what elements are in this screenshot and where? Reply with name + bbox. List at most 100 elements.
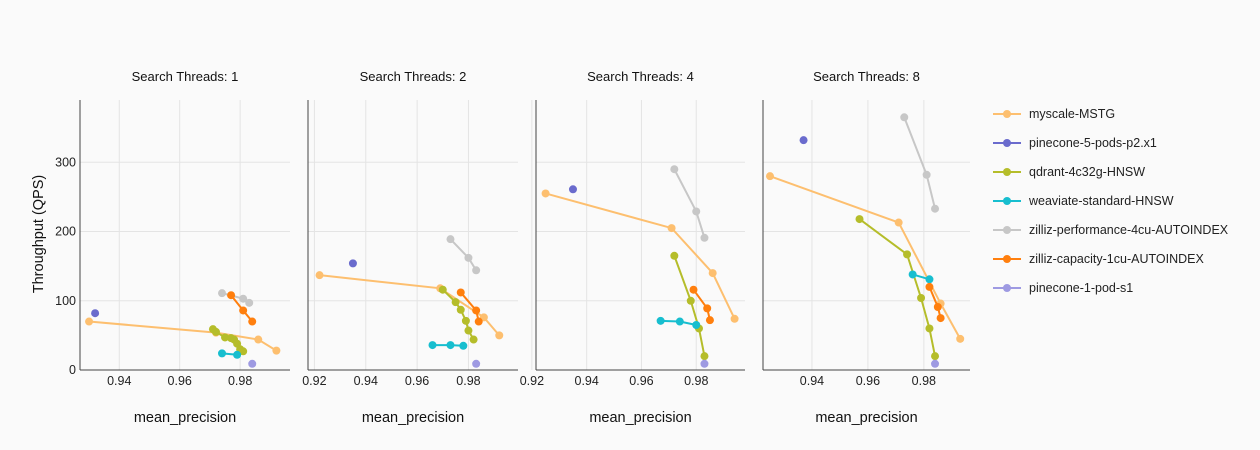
legend: myscale-MSTG pinecone-5-pods-p2.x1 qdrant-…: [993, 107, 1229, 295]
data-point[interactable]: [700, 359, 709, 368]
series-pinecone-5-pods-p2.x1: [799, 136, 808, 145]
data-point[interactable]: [705, 316, 714, 325]
data-point[interactable]: [221, 333, 230, 342]
series-pinecone-1-pod-s1: [248, 359, 257, 368]
series-pinecone-5-pods-p2.x1: [348, 259, 357, 268]
data-point[interactable]: [85, 317, 94, 326]
data-point[interactable]: [428, 341, 437, 350]
legend-item[interactable]: zilliz-performance-4cu-AUTOINDEX: [993, 223, 1229, 237]
data-point[interactable]: [272, 346, 281, 355]
data-point[interactable]: [464, 326, 473, 335]
data-point[interactable]: [703, 304, 712, 313]
legend-item[interactable]: pinecone-1-pod-s1: [993, 281, 1133, 295]
data-point[interactable]: [568, 185, 577, 194]
data-point[interactable]: [903, 250, 912, 259]
data-point[interactable]: [667, 224, 676, 233]
series-zilliz-performance-4cu-AUTOINDEX: [446, 235, 481, 275]
data-point[interactable]: [461, 316, 470, 325]
data-point[interactable]: [708, 269, 717, 278]
data-point[interactable]: [245, 298, 254, 307]
data-point[interactable]: [248, 317, 257, 326]
data-point[interactable]: [248, 359, 257, 368]
panel-title: Search Threads: 2: [360, 69, 467, 84]
data-point[interactable]: [218, 349, 227, 358]
data-point[interactable]: [900, 113, 909, 122]
data-point[interactable]: [541, 189, 550, 198]
data-point[interactable]: [936, 314, 945, 323]
data-point[interactable]: [686, 296, 695, 305]
data-point[interactable]: [464, 253, 473, 262]
data-point[interactable]: [239, 347, 248, 356]
data-point[interactable]: [931, 352, 940, 361]
data-point[interactable]: [933, 303, 942, 311]
data-point[interactable]: [925, 324, 934, 333]
data-point[interactable]: [925, 275, 934, 284]
data-point[interactable]: [459, 341, 468, 350]
data-point[interactable]: [495, 331, 504, 340]
data-point[interactable]: [730, 314, 739, 323]
data-point[interactable]: [446, 341, 455, 350]
data-point[interactable]: [931, 359, 940, 368]
series-qdrant-4c32g-HNSW: [208, 325, 248, 356]
data-point[interactable]: [469, 335, 478, 344]
data-point[interactable]: [931, 204, 940, 213]
series-weaviate-standard-HNSW: [428, 341, 468, 350]
data-point[interactable]: [917, 294, 926, 302]
data-point[interactable]: [925, 282, 934, 291]
data-point[interactable]: [456, 305, 465, 314]
x-tick-label: 0.94: [354, 374, 378, 388]
data-point[interactable]: [894, 218, 903, 227]
data-point[interactable]: [692, 207, 701, 216]
data-point[interactable]: [675, 317, 684, 326]
legend-item[interactable]: zilliz-capacity-1cu-AUTOINDEX: [993, 252, 1204, 266]
data-point[interactable]: [227, 291, 236, 300]
legend-item[interactable]: pinecone-5-pods-p2.x1: [993, 136, 1157, 150]
legend-item[interactable]: qdrant-4c32g-HNSW: [993, 165, 1145, 179]
data-point[interactable]: [438, 285, 447, 294]
data-point[interactable]: [670, 251, 679, 260]
series-zilliz-capacity-1cu-AUTOINDEX: [456, 288, 483, 326]
x-axis-title: mean_precision: [134, 410, 236, 426]
data-point[interactable]: [799, 136, 808, 145]
data-point[interactable]: [765, 172, 774, 181]
data-point[interactable]: [472, 359, 481, 368]
data-point[interactable]: [474, 317, 483, 326]
data-point[interactable]: [239, 294, 248, 303]
data-point[interactable]: [956, 334, 965, 343]
legend-label: zilliz-performance-4cu-AUTOINDEX: [1029, 223, 1229, 237]
data-point[interactable]: [446, 235, 455, 244]
legend-marker: [1003, 168, 1011, 176]
data-point[interactable]: [472, 266, 481, 275]
data-point[interactable]: [656, 316, 665, 325]
series-line: [769, 175, 962, 340]
legend-label: weaviate-standard-HNSW: [1028, 194, 1174, 208]
x-axis-title: mean_precision: [362, 410, 464, 426]
data-point[interactable]: [456, 288, 465, 297]
data-point[interactable]: [254, 335, 263, 344]
data-point[interactable]: [700, 352, 709, 361]
data-point[interactable]: [855, 215, 864, 224]
panel-title: Search Threads: 8: [813, 69, 920, 84]
data-point[interactable]: [922, 170, 931, 179]
legend-item[interactable]: myscale-MSTG: [993, 107, 1115, 121]
data-point[interactable]: [908, 270, 917, 279]
data-point[interactable]: [692, 321, 701, 329]
data-point[interactable]: [315, 271, 324, 280]
data-point[interactable]: [700, 233, 709, 242]
series-line: [319, 274, 501, 337]
panel-3: 0.92 0.94 0.96 0.98 Search Threads: 4 mean_pr…: [520, 69, 745, 426]
data-point[interactable]: [689, 285, 698, 294]
data-point[interactable]: [218, 289, 227, 298]
data-point[interactable]: [472, 306, 481, 315]
data-point[interactable]: [451, 298, 460, 307]
y-axis-title: Throughput (QPS): [31, 175, 47, 293]
data-point[interactable]: [91, 309, 100, 318]
data-point[interactable]: [233, 350, 242, 359]
series-pinecone-1-pod-s1: [931, 359, 940, 368]
data-point[interactable]: [348, 259, 357, 268]
legend-item[interactable]: weaviate-standard-HNSW: [993, 194, 1174, 208]
data-point[interactable]: [211, 327, 220, 336]
data-point[interactable]: [239, 306, 248, 315]
data-point[interactable]: [670, 165, 679, 174]
